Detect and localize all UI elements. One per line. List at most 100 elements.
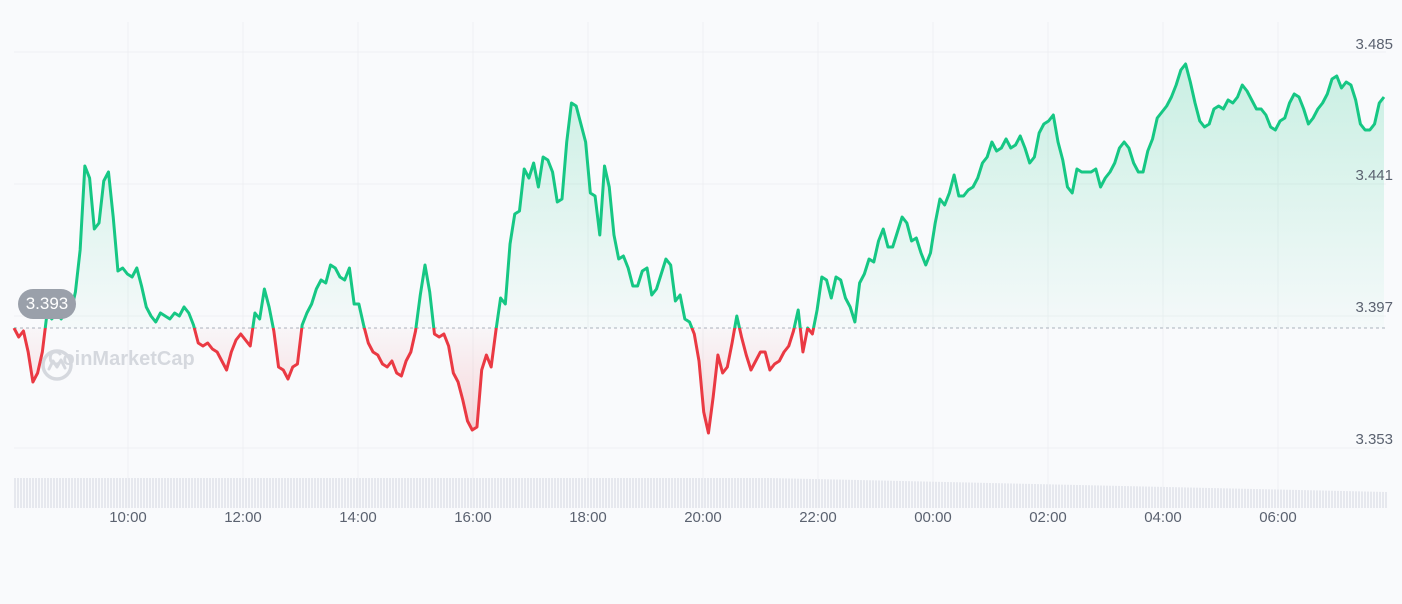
- volume-bar: [803, 478, 805, 508]
- volume-bar: [1025, 483, 1027, 508]
- volume-bar: [1064, 484, 1066, 508]
- volume-bar: [353, 478, 355, 508]
- volume-bar: [656, 478, 658, 508]
- volume-bar: [1181, 487, 1183, 508]
- volume-bar: [1289, 489, 1291, 508]
- volume-bar: [845, 479, 847, 508]
- watermark-text: CoinMarketCap: [48, 348, 195, 370]
- volume-bar: [23, 478, 25, 508]
- volume-bar: [938, 481, 940, 508]
- volume-bar: [359, 478, 361, 508]
- volume-bar: [461, 478, 463, 508]
- volume-bar: [1322, 490, 1324, 508]
- volume-bar: [317, 478, 319, 508]
- volume-bar: [890, 480, 892, 508]
- volume-bar: [251, 478, 253, 508]
- volume-bar: [578, 478, 580, 508]
- volume-bar: [1004, 483, 1006, 508]
- volume-bar: [1259, 489, 1261, 508]
- volume-bar: [998, 483, 1000, 508]
- volume-bar: [146, 478, 148, 508]
- volume-bar: [1316, 490, 1318, 508]
- volume-bar: [131, 478, 133, 508]
- volume-bar: [716, 478, 718, 508]
- volume-bar: [1061, 484, 1063, 508]
- volume-bar: [1262, 489, 1264, 508]
- volume-bar: [188, 478, 190, 508]
- volume-bar: [1106, 485, 1108, 508]
- volume-bar: [818, 479, 820, 508]
- volume-bar: [1256, 489, 1258, 508]
- volume-bar: [581, 478, 583, 508]
- volume-bar: [455, 478, 457, 508]
- volume-bar: [1151, 486, 1153, 508]
- volume-bar: [707, 478, 709, 508]
- volume-bar: [257, 478, 259, 508]
- volume-bar: [893, 480, 895, 508]
- volume-bar: [1031, 483, 1033, 508]
- volume-bar: [575, 478, 577, 508]
- volume-bar: [887, 480, 889, 508]
- volume-bar: [1367, 491, 1369, 508]
- volume-bar: [20, 478, 22, 508]
- volume-bar: [698, 478, 700, 508]
- volume-bar: [260, 478, 262, 508]
- volume-bar: [1016, 483, 1018, 508]
- volume-bar: [788, 478, 790, 508]
- x-tick-label: 04:00: [1144, 509, 1182, 526]
- volume-bar: [542, 478, 544, 508]
- volume-bar: [50, 478, 52, 508]
- volume-bar: [386, 478, 388, 508]
- volume-bar: [203, 478, 205, 508]
- volume-bar: [911, 481, 913, 508]
- volume-bar: [476, 478, 478, 508]
- volume-bar: [152, 478, 154, 508]
- volume-bar: [293, 478, 295, 508]
- volume-bar: [1085, 485, 1087, 508]
- x-tick-label: 20:00: [684, 509, 722, 526]
- volume-bar: [932, 481, 934, 508]
- volume-bar: [695, 478, 697, 508]
- volume-bar: [785, 478, 787, 508]
- volume-bar: [725, 478, 727, 508]
- volume-bar: [56, 478, 58, 508]
- volume-bar: [185, 478, 187, 508]
- volume-bar: [821, 479, 823, 508]
- volume-bar: [374, 478, 376, 508]
- volume-bar: [629, 478, 631, 508]
- volume-bar: [92, 478, 94, 508]
- volume-bar: [410, 478, 412, 508]
- volume-bar: [608, 478, 610, 508]
- volume-bar: [926, 481, 928, 508]
- volume-bar: [599, 478, 601, 508]
- volume-bar: [992, 483, 994, 508]
- volume-bar: [1202, 487, 1204, 508]
- volume-bar: [446, 478, 448, 508]
- volume-bar: [965, 482, 967, 508]
- volume-bars: [14, 478, 1387, 508]
- volume-bar: [986, 482, 988, 508]
- volume-bar: [758, 478, 760, 508]
- volume-bar: [1133, 486, 1135, 508]
- volume-bar: [197, 478, 199, 508]
- volume-bar: [491, 478, 493, 508]
- volume-bar: [647, 478, 649, 508]
- volume-bar: [734, 478, 736, 508]
- volume-bar: [857, 480, 859, 508]
- x-tick-label: 10:00: [109, 509, 147, 526]
- volume-bar: [860, 480, 862, 508]
- volume-bar: [1094, 485, 1096, 508]
- volume-bar: [839, 479, 841, 508]
- volume-bar: [617, 478, 619, 508]
- volume-bar: [950, 482, 952, 508]
- volume-bar: [506, 478, 508, 508]
- volume-bar: [128, 478, 130, 508]
- volume-bar: [413, 478, 415, 508]
- volume-bar: [389, 478, 391, 508]
- volume-bar: [1145, 486, 1147, 508]
- volume-bar: [752, 478, 754, 508]
- volume-bar: [632, 478, 634, 508]
- volume-bar: [1055, 484, 1057, 508]
